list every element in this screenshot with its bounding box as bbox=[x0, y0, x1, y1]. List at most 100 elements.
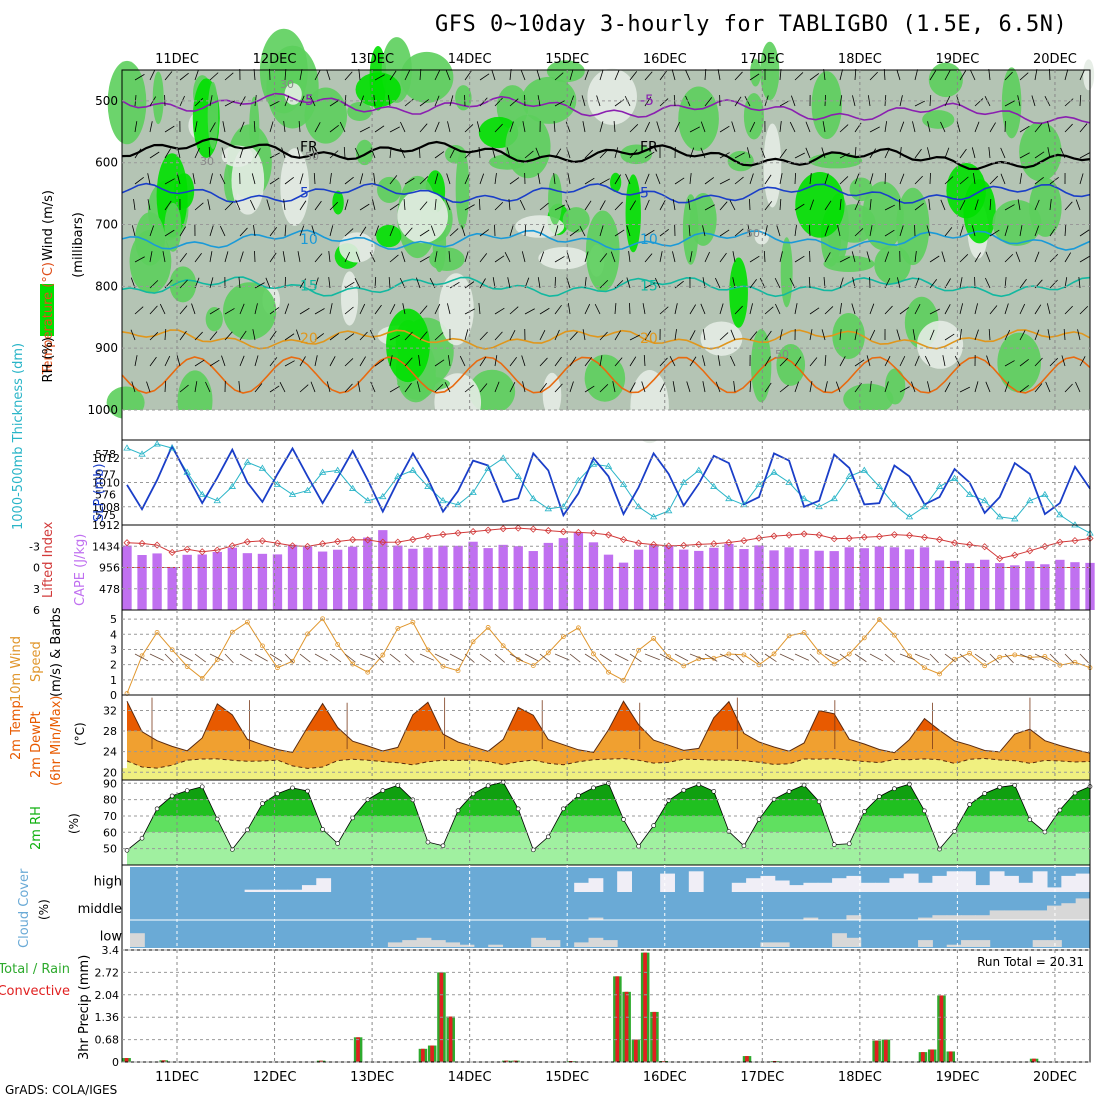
cape-bar bbox=[242, 553, 253, 610]
wind-barb bbox=[509, 121, 514, 133]
wind-barb bbox=[1034, 304, 1042, 315]
wind-barb bbox=[899, 653, 915, 661]
wind-barb bbox=[311, 225, 316, 237]
wind-barb bbox=[479, 278, 486, 289]
wind-barb bbox=[1078, 277, 1081, 289]
wind-barb bbox=[419, 331, 428, 341]
wind-barb bbox=[299, 173, 304, 185]
thickness-point bbox=[890, 500, 899, 508]
wind-barb bbox=[219, 173, 226, 185]
wind-barb bbox=[328, 251, 331, 263]
wind-barb bbox=[989, 229, 1000, 237]
wind-barb bbox=[554, 148, 562, 159]
wind-barb bbox=[1034, 383, 1043, 393]
wind-barb bbox=[614, 201, 623, 211]
thickness-point bbox=[875, 482, 884, 489]
wind-barb bbox=[269, 121, 274, 133]
precip-conv-bar bbox=[430, 1045, 434, 1062]
rh-shading bbox=[1083, 59, 1095, 91]
thickness-point bbox=[379, 492, 387, 500]
wind-barb bbox=[179, 653, 193, 662]
cape-bar bbox=[363, 537, 373, 610]
precip-conv-bar bbox=[624, 991, 629, 1062]
wind-barb bbox=[524, 308, 535, 315]
wind-barb bbox=[584, 653, 598, 662]
isotherm-line bbox=[121, 276, 1091, 298]
wind-barb bbox=[614, 330, 621, 341]
axis-label-minmax: (6hr Min/Max) bbox=[49, 696, 64, 786]
rh2m-point bbox=[816, 799, 822, 804]
axis-label-2m-rh: 2m RH bbox=[29, 806, 44, 850]
wind-barb bbox=[253, 225, 256, 237]
wind-barb bbox=[329, 653, 342, 663]
precip-conv-bar bbox=[883, 1039, 888, 1062]
wind-barb bbox=[959, 303, 964, 315]
wind-barb bbox=[494, 97, 503, 107]
wind-barb bbox=[839, 69, 843, 81]
wind-barb bbox=[644, 173, 650, 185]
wind-barb bbox=[731, 121, 736, 133]
rh2m-point bbox=[305, 788, 310, 794]
wind-barb bbox=[794, 381, 799, 393]
wind-barb bbox=[1019, 330, 1026, 341]
li-point bbox=[951, 539, 959, 547]
rh-shading bbox=[587, 68, 637, 125]
cloud-cell bbox=[817, 882, 833, 892]
wind-barb bbox=[554, 356, 562, 367]
cloud-cell bbox=[287, 889, 303, 892]
wind-barb bbox=[164, 653, 174, 664]
wind-barb bbox=[613, 121, 616, 133]
wind-barb bbox=[521, 355, 526, 367]
wind-barb bbox=[629, 653, 642, 663]
wind-barb bbox=[329, 150, 339, 159]
pressure-tick: 600 bbox=[95, 156, 118, 170]
wind-barb bbox=[749, 198, 751, 211]
wind-barb bbox=[760, 147, 766, 159]
thickness-point bbox=[905, 513, 914, 520]
wind-barb bbox=[209, 251, 213, 263]
wind-barb bbox=[249, 199, 256, 211]
thickness-point bbox=[394, 472, 402, 479]
li-point bbox=[830, 535, 838, 543]
rh-band-area bbox=[145, 815, 1090, 833]
wind-barb bbox=[689, 330, 696, 341]
wind-barb bbox=[1075, 199, 1081, 211]
wind-barb bbox=[584, 357, 593, 367]
wind-barb bbox=[689, 356, 697, 367]
axis-label-slp: SLP (mb) bbox=[92, 463, 107, 522]
wind-barb bbox=[629, 356, 637, 367]
wind-barb bbox=[374, 225, 380, 237]
cloud-cell bbox=[1047, 905, 1062, 920]
li-point bbox=[228, 542, 236, 550]
li-line bbox=[126, 527, 1091, 560]
wind-speed-point bbox=[576, 625, 581, 631]
precip-conv-bar bbox=[930, 1049, 934, 1062]
wind-barb bbox=[299, 200, 307, 211]
wind-barb bbox=[1049, 653, 1059, 664]
cloud-cell bbox=[660, 873, 675, 892]
wind-barb bbox=[479, 653, 492, 663]
wind-barb bbox=[914, 251, 917, 263]
thickness-point bbox=[604, 462, 613, 469]
rh2m-point bbox=[907, 781, 912, 787]
thickness-point bbox=[740, 500, 748, 508]
rh-shading bbox=[231, 146, 265, 215]
cloud-cell bbox=[946, 871, 962, 892]
wind-barb bbox=[179, 384, 189, 393]
wind-barb bbox=[537, 173, 541, 185]
wind-barb bbox=[988, 69, 991, 81]
wind-barb bbox=[1079, 94, 1082, 107]
wind-barb bbox=[149, 305, 158, 315]
wind-barb bbox=[192, 173, 196, 185]
wind-barb bbox=[565, 121, 571, 133]
wind-barb bbox=[464, 329, 469, 341]
wind-barb bbox=[535, 147, 541, 159]
wind-barb bbox=[400, 147, 406, 159]
wind-barb bbox=[400, 121, 406, 133]
wind-barb bbox=[584, 69, 590, 81]
wind-barb bbox=[912, 329, 916, 341]
wind-barb bbox=[449, 281, 460, 289]
legend-total-rain: Total / Rain bbox=[0, 962, 70, 977]
cape-bar bbox=[558, 538, 569, 610]
wind-barb bbox=[899, 307, 910, 315]
